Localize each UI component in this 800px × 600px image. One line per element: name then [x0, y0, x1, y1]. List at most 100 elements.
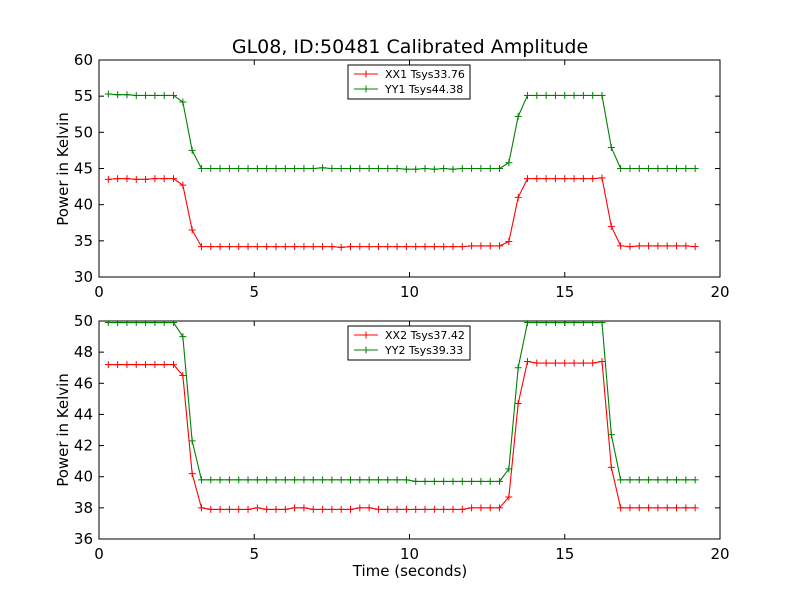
data-point [579, 359, 587, 367]
data-point [114, 321, 122, 327]
data-point [170, 175, 178, 183]
data-point [235, 505, 243, 513]
data-point [347, 476, 355, 484]
data-point [225, 243, 233, 251]
data-point [114, 91, 122, 99]
data-point [347, 165, 355, 172]
data-point [458, 505, 466, 513]
data-point [449, 477, 457, 485]
data-point [505, 465, 513, 473]
data-point [523, 321, 531, 327]
data-point [412, 505, 420, 513]
data-point [551, 91, 559, 99]
data-point [104, 361, 112, 369]
x-tick-label: 0 [94, 283, 104, 301]
data-point [645, 242, 653, 250]
data-point [253, 243, 261, 251]
data-point [216, 476, 224, 484]
data-point [505, 238, 513, 246]
data-point [468, 165, 476, 172]
data-point [663, 165, 671, 172]
data-point [235, 165, 243, 172]
data-point [645, 165, 653, 172]
data-point [384, 476, 392, 484]
data-point [151, 91, 159, 99]
data-point [589, 321, 597, 327]
data-point [673, 476, 681, 484]
data-point [328, 243, 336, 251]
data-point [132, 321, 140, 327]
data-point [356, 504, 364, 512]
data-point [151, 361, 159, 369]
data-point [496, 477, 504, 485]
data-point [477, 504, 485, 512]
data-point [179, 98, 187, 106]
data-point [682, 476, 690, 484]
data-point [291, 476, 299, 484]
legend-box [347, 325, 471, 361]
data-point [626, 243, 634, 251]
series-line-green [108, 93, 696, 170]
data-point [505, 159, 513, 167]
data-point [561, 321, 569, 327]
data-point [626, 476, 634, 484]
data-point [244, 165, 252, 172]
legend-swatch-marker [362, 70, 370, 78]
data-point [365, 476, 373, 484]
data-point [225, 165, 233, 172]
data-point [635, 476, 643, 484]
data-point [291, 504, 299, 512]
data-point [496, 165, 504, 172]
x-tick-label: 5 [249, 545, 259, 563]
data-point [523, 357, 531, 365]
data-point [682, 165, 690, 172]
data-point [635, 165, 643, 172]
data-point [468, 242, 476, 250]
data-point [319, 243, 327, 251]
series-line-red [108, 360, 696, 510]
legend-label: XX1 Tsys33.76 [385, 68, 465, 81]
data-point [673, 242, 681, 250]
data-point [337, 243, 345, 251]
data-point [654, 476, 662, 484]
data-point [589, 91, 597, 99]
data-point [179, 181, 187, 189]
data-point [179, 333, 187, 341]
data-point [151, 175, 159, 183]
data-point [300, 243, 308, 251]
data-point [263, 243, 271, 251]
axes-frame [98, 320, 721, 540]
data-point [253, 165, 261, 172]
data-point [663, 242, 671, 250]
data-point [663, 504, 671, 512]
data-point [225, 476, 233, 484]
data-point [142, 361, 150, 369]
data-point [514, 112, 522, 120]
data-point [654, 242, 662, 250]
x-tick-label: 10 [400, 545, 419, 563]
data-point [197, 165, 205, 172]
data-point [244, 243, 252, 251]
data-point [496, 242, 504, 250]
data-point [486, 165, 494, 172]
data-point [561, 175, 569, 183]
data-point [104, 175, 112, 183]
data-point [160, 361, 168, 369]
data-point [486, 477, 494, 485]
data-point [347, 505, 355, 513]
data-point [477, 242, 485, 250]
data-point [356, 165, 364, 172]
axes-frame [98, 59, 721, 278]
data-point [486, 242, 494, 250]
data-point [263, 476, 271, 484]
data-point [123, 91, 131, 99]
data-point [645, 476, 653, 484]
data-point [374, 243, 382, 251]
data-point [160, 321, 168, 327]
data-point [216, 505, 224, 513]
data-point [570, 359, 578, 367]
legend-swatch-marker [362, 331, 370, 339]
data-point [123, 175, 131, 183]
data-point [402, 243, 410, 251]
data-point [123, 321, 131, 327]
